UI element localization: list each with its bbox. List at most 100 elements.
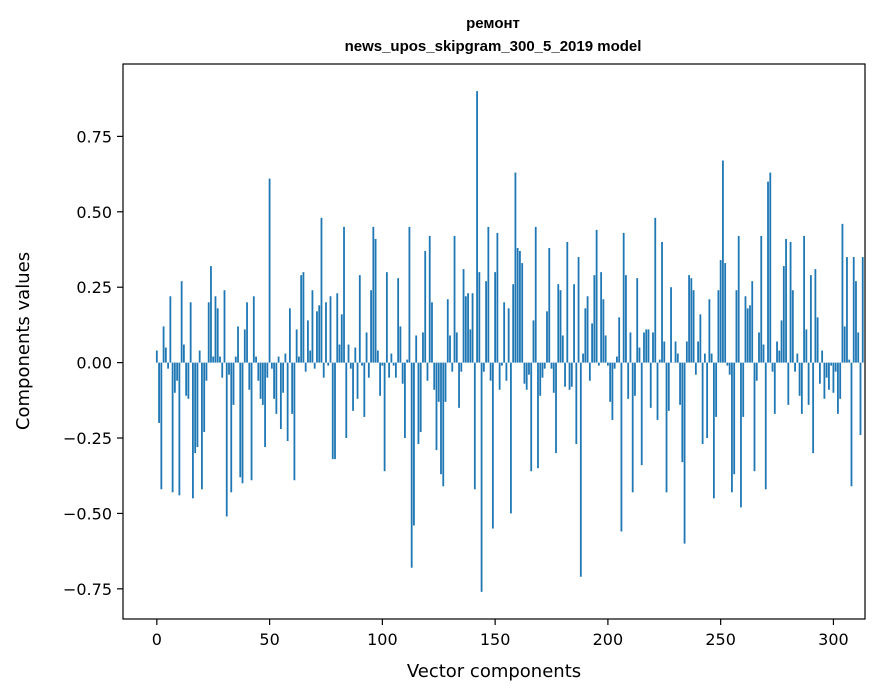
bar-280 xyxy=(787,362,790,405)
y-tick-label: −0.25 xyxy=(63,429,112,448)
x-axis-ticks: 0 50 100 150 200 250 300 xyxy=(152,619,849,649)
bar-204 xyxy=(616,356,618,363)
bar-232 xyxy=(679,362,681,405)
bar-130 xyxy=(449,335,451,363)
bar-234 xyxy=(683,362,686,544)
bar-2 xyxy=(160,362,163,490)
bar-248 xyxy=(715,362,718,417)
bar-141 xyxy=(473,362,476,490)
bar-70 xyxy=(313,362,316,369)
bar-46 xyxy=(259,362,262,399)
bar-290 xyxy=(809,275,812,363)
bar-247 xyxy=(712,362,715,499)
bar-313 xyxy=(861,257,864,363)
bar-61 xyxy=(293,362,296,481)
bar-32 xyxy=(228,362,230,375)
bar-293 xyxy=(816,317,819,363)
bar-237 xyxy=(690,278,693,363)
bar-23 xyxy=(207,302,210,363)
bar-265 xyxy=(753,362,756,472)
bar-63 xyxy=(298,356,300,363)
bar-114 xyxy=(413,362,415,526)
bar-295 xyxy=(821,350,824,363)
bar-158 xyxy=(512,284,515,363)
bar-96 xyxy=(372,226,375,363)
bar-167 xyxy=(532,320,535,363)
bar-267 xyxy=(758,332,760,363)
bar-116 xyxy=(417,362,420,445)
bar-44 xyxy=(255,356,257,363)
bar-151 xyxy=(496,232,499,363)
bar-53 xyxy=(275,362,278,414)
bar-308 xyxy=(850,362,853,487)
bar-182 xyxy=(566,241,569,363)
bar-138 xyxy=(467,293,469,363)
bar-155 xyxy=(505,362,508,381)
bar-283 xyxy=(794,362,796,372)
bar-103 xyxy=(388,362,391,378)
bar-109 xyxy=(401,362,404,384)
bar-100 xyxy=(381,362,384,366)
bar-120 xyxy=(426,362,429,381)
bar-129 xyxy=(446,299,449,363)
x-axis-label: Vector components xyxy=(407,661,581,682)
bar-289 xyxy=(807,362,810,405)
bar-251 xyxy=(722,160,724,363)
bar-188 xyxy=(579,362,582,577)
bar-228 xyxy=(670,287,672,363)
bar-201 xyxy=(609,362,612,402)
bar-7 xyxy=(171,362,174,493)
bar-102 xyxy=(385,272,388,363)
bar-111 xyxy=(406,359,409,363)
bar-67 xyxy=(307,320,309,363)
bar-242 xyxy=(701,362,704,445)
bar-113 xyxy=(410,362,413,568)
bar-241 xyxy=(699,314,702,363)
bar-292 xyxy=(814,269,817,363)
bar-69 xyxy=(311,290,314,363)
bar-197 xyxy=(600,272,603,363)
bar-150 xyxy=(494,272,497,363)
bar-218 xyxy=(647,329,650,363)
bar-191 xyxy=(586,296,589,363)
bar-104 xyxy=(390,353,393,363)
bar-98 xyxy=(376,350,379,363)
bar-51 xyxy=(270,362,273,369)
bar-84 xyxy=(345,362,348,439)
bar-93 xyxy=(365,332,368,363)
bar-288 xyxy=(805,329,808,363)
bar-178 xyxy=(557,284,560,363)
bar-115 xyxy=(415,335,418,363)
bar-286 xyxy=(800,362,803,414)
chart-title-line-2: news_upos_skipgram_300_5_2019 model xyxy=(345,38,642,55)
bar-245 xyxy=(708,299,711,363)
bar-271 xyxy=(767,181,769,363)
bar-94 xyxy=(367,362,370,378)
bar-110 xyxy=(404,362,406,439)
bar-77 xyxy=(329,296,332,363)
bar-81 xyxy=(338,344,341,363)
bar-259 xyxy=(740,362,742,508)
bar-157 xyxy=(510,362,512,514)
bar-80 xyxy=(336,293,339,363)
bar-5 xyxy=(167,362,169,369)
bar-19 xyxy=(198,350,201,363)
bar-312 xyxy=(859,362,862,435)
bar-198 xyxy=(602,299,605,363)
bar-299 xyxy=(830,362,833,366)
bar-160 xyxy=(516,247,519,363)
bar-68 xyxy=(309,350,312,363)
bar-231 xyxy=(676,353,679,363)
bar-305 xyxy=(843,326,846,363)
bar-6 xyxy=(169,296,172,363)
bar-196 xyxy=(597,362,600,366)
plot-frame xyxy=(122,63,866,620)
bar-311 xyxy=(857,332,860,363)
bar-4 xyxy=(164,347,167,363)
bar-284 xyxy=(796,353,799,363)
bar-series xyxy=(155,91,864,592)
bar-281 xyxy=(789,241,792,363)
bar-189 xyxy=(582,353,584,363)
bar-169 xyxy=(537,362,539,469)
bar-75 xyxy=(325,302,327,363)
